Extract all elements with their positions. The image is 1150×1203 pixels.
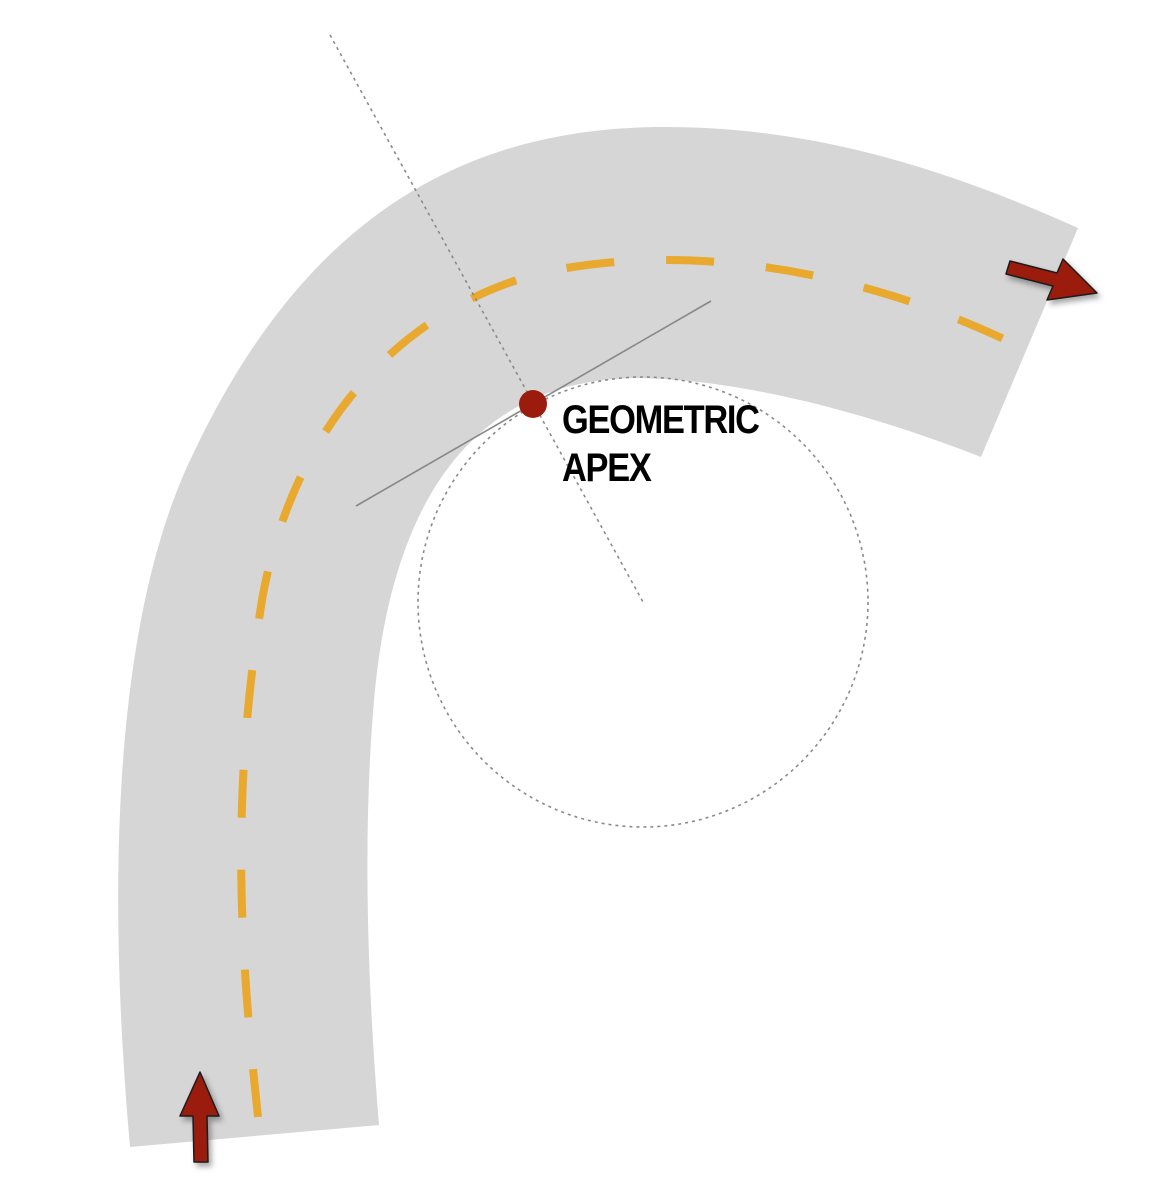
apex-label-line-2: APEX	[562, 446, 652, 490]
center-line	[237, 256, 1012, 1118]
road-surface	[118, 126, 1078, 1147]
apex-radius-circle	[417, 376, 869, 828]
apex-label-line-1: GEOMETRIC	[562, 398, 760, 442]
radial-guide-line	[329, 34, 644, 603]
arrow-up-icon	[179, 1071, 220, 1163]
apex-label: GEOMETRIC APEX	[562, 396, 768, 492]
apex-point	[519, 390, 547, 418]
arrow-right-icon	[1005, 258, 1098, 301]
